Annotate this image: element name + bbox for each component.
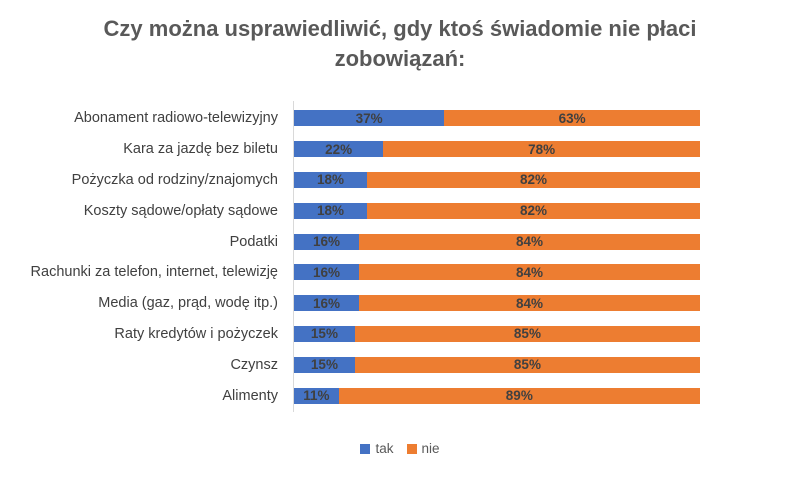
bar-segment-tak: 15% bbox=[294, 325, 355, 342]
bar-segment-nie: 85% bbox=[354, 356, 700, 373]
category-label: Raty kredytów i pożyczek bbox=[114, 325, 278, 342]
legend-item-tak: tak bbox=[360, 441, 394, 456]
chart-legend: tak nie bbox=[0, 441, 800, 456]
category-label: Media (gaz, prąd, wodę itp.) bbox=[98, 295, 278, 312]
bar-segment-tak: 22% bbox=[294, 141, 384, 158]
chart-row: Pożyczka od rodziny/znajomych 18% 82% bbox=[0, 165, 800, 196]
bar-segment-tak: 11% bbox=[294, 387, 339, 404]
bar-value-label: 82% bbox=[520, 203, 548, 219]
category-label: Czynsz bbox=[230, 356, 278, 373]
chart-row: Kara za jazdę bez biletu 22% 78% bbox=[0, 134, 800, 165]
bar-track: 18% 82% bbox=[294, 171, 700, 188]
bar-segment-tak: 16% bbox=[294, 264, 359, 281]
bar-track: 16% 84% bbox=[294, 264, 700, 281]
chart-row: Koszty sądowe/opłaty sądowe 18% 82% bbox=[0, 195, 800, 226]
bar-value-label: 37% bbox=[355, 110, 383, 126]
bar-track: 11% 89% bbox=[294, 387, 700, 404]
legend-label: nie bbox=[421, 441, 440, 456]
category-label: Koszty sądowe/opłaty sądowe bbox=[83, 202, 278, 219]
bar-value-label: 11% bbox=[303, 388, 330, 404]
category-label: Alimenty bbox=[222, 387, 278, 404]
bar-track: 16% 84% bbox=[294, 295, 700, 312]
bar-value-label: 85% bbox=[513, 357, 541, 373]
chart-row: Podatki 16% 84% bbox=[0, 226, 800, 257]
category-label: Rachunki za telefon, internet, telewizję bbox=[30, 264, 278, 281]
y-axis-line bbox=[293, 101, 294, 412]
chart-title: Czy można usprawiedliwić, gdy ktoś świad… bbox=[103, 16, 697, 71]
bar-segment-nie: 84% bbox=[358, 233, 700, 250]
chart-row: Abonament radiowo-telewizyjny 37% 63% bbox=[0, 103, 800, 134]
category-label: Abonament radiowo-telewizyjny bbox=[74, 110, 278, 127]
bar-segment-tak: 15% bbox=[294, 356, 355, 373]
bar-value-label: 63% bbox=[558, 110, 586, 126]
bar-segment-tak: 18% bbox=[294, 171, 368, 188]
bar-track: 16% 84% bbox=[294, 233, 700, 250]
bar-value-label: 16% bbox=[312, 295, 340, 311]
chart-row: Czynsz 15% 85% bbox=[0, 349, 800, 380]
chart-row: Rachunki za telefon, internet, telewizję… bbox=[0, 257, 800, 288]
bar-value-label: 85% bbox=[513, 326, 541, 342]
bar-value-label: 15% bbox=[310, 357, 338, 373]
chart-row: Alimenty 11% 89% bbox=[0, 380, 800, 411]
bar-track: 18% 82% bbox=[294, 202, 700, 219]
bar-value-label: 82% bbox=[520, 172, 548, 188]
bar-segment-nie: 63% bbox=[444, 110, 700, 127]
legend-swatch-nie bbox=[406, 443, 417, 454]
bar-value-label: 89% bbox=[505, 388, 533, 404]
bar-value-label: 18% bbox=[317, 203, 345, 219]
bar-value-label: 16% bbox=[312, 264, 340, 280]
category-label: Podatki bbox=[229, 233, 278, 250]
category-label: Pożyczka od rodziny/znajomych bbox=[71, 171, 278, 188]
legend-item-nie: nie bbox=[406, 441, 440, 456]
bar-track: 15% 85% bbox=[294, 325, 700, 342]
bar-segment-nie: 89% bbox=[338, 387, 700, 404]
bar-segment-nie: 84% bbox=[358, 295, 700, 312]
bar-value-label: 84% bbox=[515, 264, 543, 280]
bar-segment-tak: 16% bbox=[294, 233, 359, 250]
bar-segment-nie: 78% bbox=[383, 141, 700, 158]
bar-segment-nie: 82% bbox=[367, 202, 700, 219]
legend-swatch-tak bbox=[360, 443, 371, 454]
bar-segment-nie: 85% bbox=[354, 325, 700, 342]
bar-value-label: 16% bbox=[312, 234, 340, 250]
chart-row: Media (gaz, prąd, wodę itp.) 16% 84% bbox=[0, 288, 800, 319]
bar-value-label: 18% bbox=[317, 172, 345, 188]
bar-segment-tak: 16% bbox=[294, 295, 359, 312]
bar-segment-nie: 82% bbox=[367, 171, 700, 188]
bar-segment-nie: 84% bbox=[358, 264, 700, 281]
category-label: Kara za jazdę bez biletu bbox=[123, 141, 278, 158]
bar-value-label: 15% bbox=[310, 326, 338, 342]
legend-label: tak bbox=[375, 441, 394, 456]
bar-track: 15% 85% bbox=[294, 356, 700, 373]
bar-value-label: 84% bbox=[515, 295, 543, 311]
bar-track: 37% 63% bbox=[294, 110, 700, 127]
bar-value-label: 84% bbox=[515, 234, 543, 250]
bar-value-label: 78% bbox=[528, 141, 556, 157]
bar-value-label: 22% bbox=[325, 141, 353, 157]
bar-track: 22% 78% bbox=[294, 141, 700, 158]
chart-row: Raty kredytów i pożyczek 15% 85% bbox=[0, 319, 800, 350]
bar-rows: Abonament radiowo-telewizyjny 37% 63% Kara … bbox=[0, 103, 800, 411]
bar-segment-tak: 18% bbox=[294, 202, 368, 219]
bar-segment-tak: 37% bbox=[294, 110, 445, 127]
